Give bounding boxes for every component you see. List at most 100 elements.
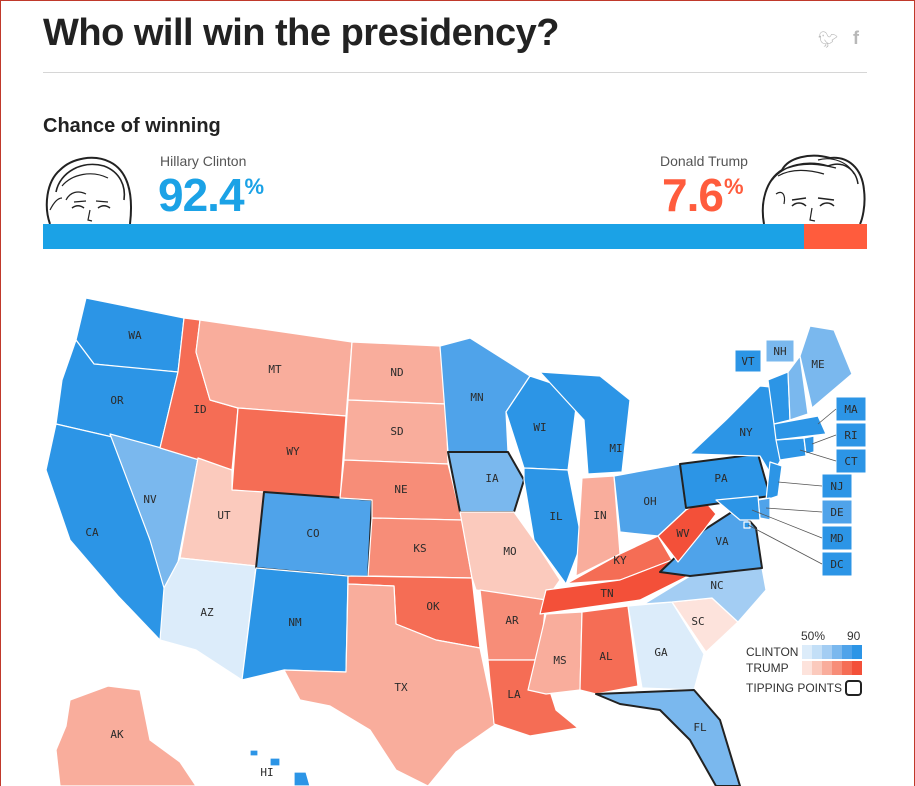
state-hi[interactable] [249,749,311,786]
trump-percent-unit: % [723,174,744,199]
label-tn: TN [600,587,613,600]
label-nd: ND [390,366,403,379]
small-state-boxes [734,339,867,577]
legend-trump-swatch-4 [842,661,852,675]
box-nh[interactable] [765,339,795,363]
trump-percent: 7.6% [662,168,743,222]
clinton-portrait-icon [45,156,132,225]
legend-clinton-swatch-0 [802,645,812,659]
label-ks: KS [413,542,426,555]
state-ak[interactable] [55,685,197,786]
label-ms: MS [553,654,566,667]
legend-clinton-swatches [802,645,862,659]
label-wa: WA [128,329,142,342]
state-ri[interactable] [803,435,815,455]
label-nc: NC [710,579,723,592]
label-sd: SD [390,425,403,438]
label-sc: SC [691,615,704,628]
label-mi: MI [609,442,622,455]
win-probability-bar [43,224,867,249]
label-oh: OH [643,495,656,508]
legend-trump-label: TRUMP [746,661,789,675]
box-dc[interactable] [821,551,853,577]
state-ma[interactable] [773,415,827,441]
clinton-percent: 92.4% [158,168,265,222]
state-al[interactable] [579,605,639,695]
facebook-icon[interactable]: f [853,28,859,48]
label-ga: GA [654,646,668,659]
label-la: LA [507,688,521,701]
label-ma: MA [844,403,858,416]
label-ri: RI [844,429,857,442]
label-me: ME [811,358,824,371]
chance-heading: Chance of winning [43,115,221,137]
page-title: Who will win the presidency? [43,12,559,54]
clinton-percent-value: 92.4 [158,169,245,221]
label-dc: DC [830,558,843,571]
state-nh[interactable] [787,355,809,421]
label-wy: WY [286,445,300,458]
label-ar: AR [505,614,519,627]
state-md[interactable] [715,495,761,521]
state-mi[interactable] [539,371,631,475]
legend-trump-swatch-0 [802,661,812,675]
clinton-percent-unit: % [244,174,265,199]
box-ct[interactable] [835,448,867,474]
legend-tipping-swatch [845,680,862,696]
trump-name: Donald Trump [660,153,748,169]
legend-trump-swatch-5 [852,661,862,675]
label-fl: FL [693,721,707,734]
state-fl[interactable] [595,689,741,786]
label-ky: KY [613,554,627,567]
state-wi[interactable] [505,375,579,471]
box-ri[interactable] [835,422,867,448]
state-dc[interactable] [743,521,751,529]
box-md[interactable] [821,525,853,551]
state-nj[interactable] [765,461,783,501]
label-in: IN [593,509,606,522]
label-ca: CA [85,526,99,539]
legend-trump-swatch-3 [832,661,842,675]
state-ct[interactable] [775,437,807,461]
state-ms[interactable] [527,611,583,695]
label-nj: NJ [830,480,843,493]
label-al: AL [599,650,613,663]
twitter-icon[interactable]: 🐦︎ [818,30,839,49]
label-pa: PA [714,472,728,485]
trump-percent-value: 7.6 [662,169,724,221]
label-nv: NV [143,493,157,506]
legend-clinton-label: CLINTON [746,645,798,659]
label-co: CO [306,527,319,540]
label-ct: CT [844,455,858,468]
state-me[interactable] [799,325,853,409]
legend-clinton-swatch-3 [832,645,842,659]
legend-trump-swatch-2 [822,661,832,675]
label-nh: NH [773,345,786,358]
label-md: MD [830,532,843,545]
state-tx[interactable] [283,583,497,786]
state-az[interactable] [159,557,257,681]
box-de[interactable] [821,499,853,525]
box-ma[interactable] [835,396,867,422]
label-hi: HI [260,766,273,779]
legend-scale-low: 50% [801,629,825,643]
trump-portrait-icon [761,154,866,225]
state-wv[interactable] [657,499,717,563]
box-vt[interactable] [734,349,762,373]
legend-clinton-swatch-2 [822,645,832,659]
label-ut: UT [217,509,231,522]
legend-trump-swatches [802,661,862,675]
state-ia[interactable] [447,451,525,513]
legend-clinton-swatch-4 [842,645,852,659]
label-il: IL [549,510,563,523]
label-ak: AK [110,728,124,741]
trump-probability-segment [804,224,867,249]
label-wv: WV [676,527,690,540]
label-az: AZ [200,606,214,619]
label-mo: MO [503,545,516,558]
label-or: OR [110,394,124,407]
label-mn: MN [470,391,483,404]
label-ne: NE [394,483,407,496]
legend-trump-swatch-1 [812,661,822,675]
